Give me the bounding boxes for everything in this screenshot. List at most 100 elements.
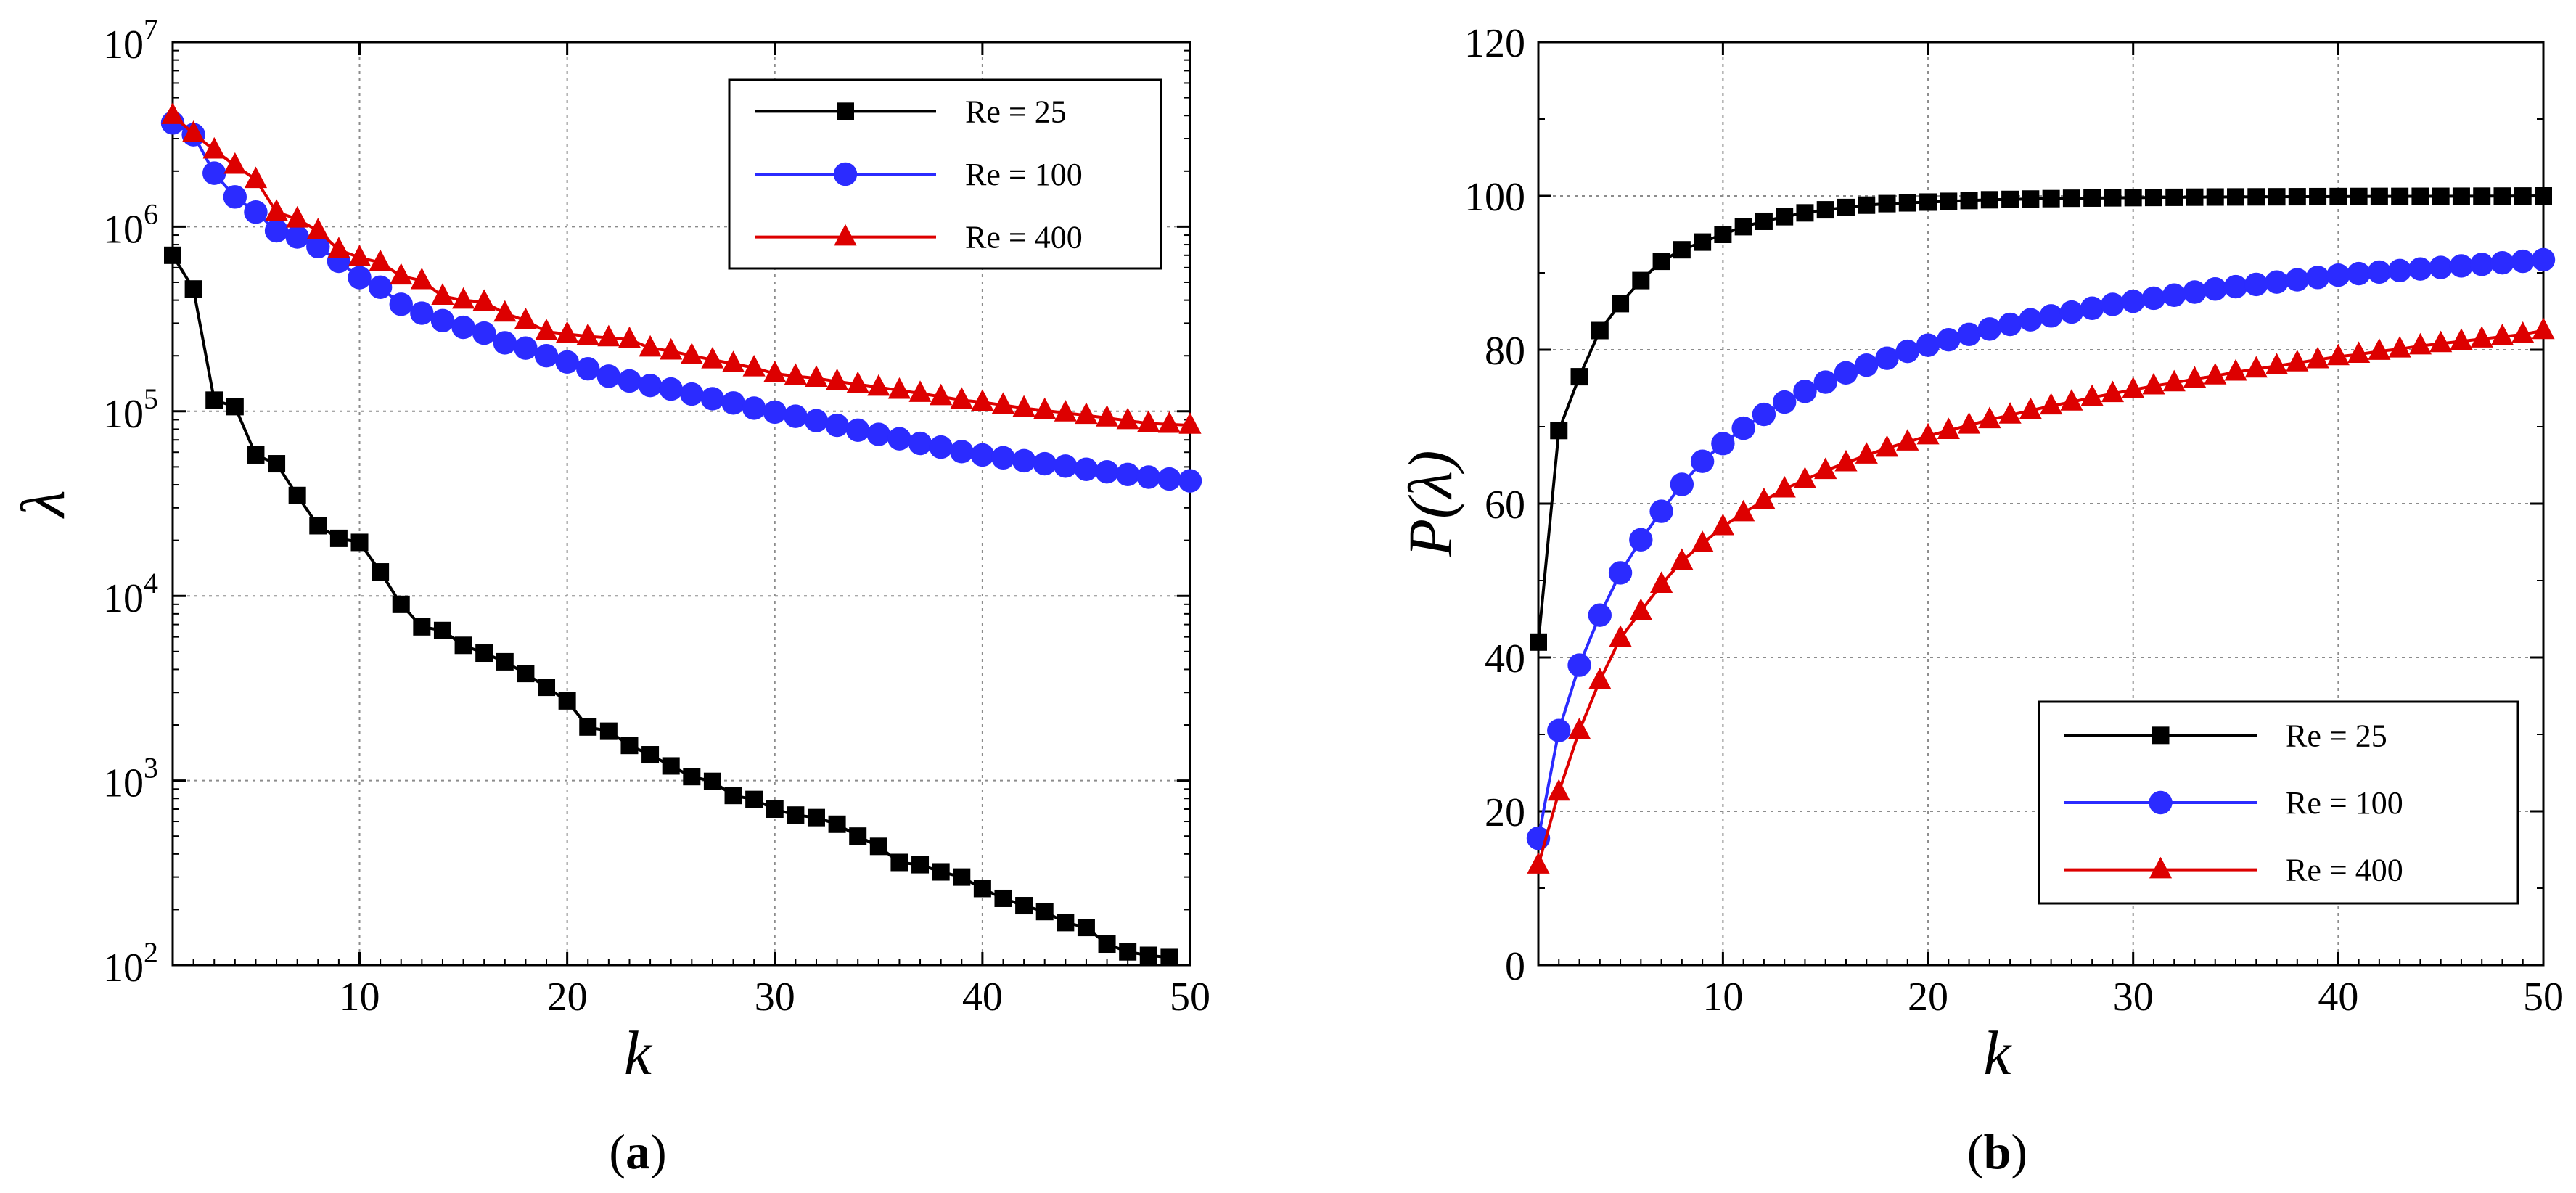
panel-a-series-re-400-point	[265, 199, 288, 221]
panel-b-y-tick-label: 40	[1485, 636, 1525, 681]
panel-b-series-re-100-point	[2059, 300, 2084, 324]
panel-a-series-re-400-point	[784, 363, 807, 385]
panel-b-legend-entry-2: Re = 100	[2064, 785, 2403, 821]
panel-a-series-re-25-point	[1077, 919, 1095, 937]
panel-b-series-re-25-point	[2452, 187, 2470, 205]
panel-a-series-re-400-point	[639, 335, 662, 357]
panel-b-series-re-400-point	[1875, 435, 1899, 457]
panel-a-series-re-25-point	[973, 880, 991, 898]
panel-b-series-re-100-point	[2265, 270, 2289, 294]
panel-b-series-re-25-point	[1755, 212, 1773, 230]
panel-a-series-re-25-point	[454, 636, 472, 655]
panel-a-series-re-25-point	[599, 722, 618, 740]
panel-b-series-re-400-point	[2060, 389, 2083, 411]
panel-b-series-re-100-point	[2367, 260, 2392, 284]
panel-b-series-re-25-point	[1776, 208, 1794, 226]
panel-a-series-re-100-point	[555, 350, 579, 374]
panel-b-series-re-100-point	[2470, 253, 2494, 276]
panel-b-series-re-25-point	[1714, 226, 1732, 243]
panel-b-series-re-100-point	[1567, 653, 1591, 677]
panel-a-series-re-400-point	[535, 319, 558, 340]
panel-a-series-re-400-point	[472, 289, 496, 311]
panel-a-legend: Re = 25 Re = 100 Re = 400	[728, 78, 1162, 270]
panel-a-series-re-25-point	[703, 772, 721, 790]
panel-a-x-tick-label: 30	[755, 975, 795, 1020]
panel-b-series-re-400-point	[1670, 548, 1694, 570]
panel-a-series-re-400-point	[597, 324, 620, 347]
panel-a-series-re-400-point	[556, 321, 579, 343]
panel-b-series-re-100-point	[2223, 274, 2248, 299]
panel-a-series-re-400-point	[763, 360, 787, 382]
panel-b-series-re-100-point	[1875, 346, 1899, 370]
panel-b-series-re-400-point	[2347, 341, 2371, 364]
panel-a-series-re-100-point	[244, 200, 268, 224]
panel-b-series-re-25-point	[2165, 188, 2183, 206]
panel-a-series-re-25-point	[226, 398, 244, 416]
panel-b-series-re-400-point	[2040, 393, 2063, 415]
panel-b-series-re-25-point	[2206, 188, 2224, 206]
panel-b-series-re-400-point	[1814, 457, 1837, 480]
panel-b-y-tick-label: 0	[1505, 944, 1525, 989]
panel-a-series-re-100-point	[618, 369, 641, 393]
panel-b-series-re-100-point	[2101, 292, 2125, 316]
panel-b-series-re-25-point	[1550, 422, 1568, 440]
panel-a-series-re-25-point	[433, 621, 451, 639]
panel-b-series-re-400-point	[1916, 422, 1940, 445]
panel-a-series-re-100-point	[1074, 457, 1099, 481]
panel-b-series-re-100-point	[1629, 528, 1653, 552]
panel-b-series-re-25-point	[1940, 192, 1958, 210]
panel-a-series-re-25-point	[1119, 943, 1137, 961]
panel-a-series-re-25-point	[953, 868, 971, 886]
panel-a-y-tick-label: 106	[103, 197, 158, 252]
panel-a-x-tick-label: 40	[962, 975, 1003, 1020]
panel-b-series-re-400-point	[1547, 779, 1570, 801]
panel-b-legend-entry-1-label: Re = 25	[2286, 718, 2387, 753]
panel-a-series-re-400-point	[1137, 410, 1160, 432]
panel-a-series-re-25-point	[683, 768, 701, 786]
panel-a-series-re-100-point	[742, 396, 766, 420]
panel-a-series-re-25-point	[766, 800, 784, 819]
panel-b-series-re-100-point	[1937, 328, 1961, 352]
panel-a-series-re-400-point	[1075, 402, 1098, 425]
panel-a-series-re-400-point	[1012, 395, 1035, 417]
panel-a-series-re-400-point	[701, 346, 724, 369]
panel-a-series-re-25-point	[309, 517, 327, 535]
panel-a-series-re-400-point	[202, 136, 226, 159]
panel-b-series-re-25-point	[1980, 191, 1998, 209]
panel-b-series-re-100-point	[2305, 266, 2330, 290]
panel-b-series-re-400-point	[2080, 384, 2104, 406]
panel-b-series-re-100-point	[2511, 249, 2535, 274]
panel-a-series-re-400-point	[742, 354, 766, 377]
panel-a-series-re-25-point	[247, 446, 265, 464]
panel-b-series-re-100-point	[1957, 322, 1981, 346]
panel-b-series-re-25-point	[1632, 271, 1650, 290]
panel-b-series-re-25-point	[1837, 198, 1855, 216]
panel-a-series-re-400-point	[576, 323, 599, 345]
panel-b-series-re-100-point	[2347, 261, 2371, 286]
panel-b-series-re-100-point	[1588, 603, 1612, 627]
panel-b-x-tick-label: 40	[2318, 975, 2358, 1020]
panel-b-series-re-25-point	[2104, 189, 2122, 207]
panel-a-series-re-100-point	[700, 387, 725, 411]
panel-a-series-re-400-point	[369, 249, 392, 271]
panel-b-series-re-400-point	[2511, 321, 2535, 343]
panel-a-series-re-100-point	[804, 409, 829, 432]
panel-a-series-re-100-point	[264, 218, 289, 243]
panel-b-series-re-400-point	[1855, 442, 1878, 464]
panel-a-series-re-400-point	[244, 166, 268, 189]
panel-b-series-re-400-point	[1588, 667, 1612, 689]
panel-b-y-tick-label: 100	[1464, 175, 1525, 220]
panel-b-series-re-400-point	[2142, 372, 2165, 395]
panel-b-series-re-25-point	[2062, 189, 2080, 208]
panel-a-series-re-100-point	[659, 377, 683, 401]
panel-a-series-re-25-point	[745, 790, 763, 808]
panel-b-x-tick-label: 20	[1908, 975, 1948, 1020]
panel-a-series-re-400-point	[887, 377, 911, 399]
panel-a-series-re-100-point	[721, 391, 745, 415]
panel-a-legend-entry-3-swatch-marker	[834, 224, 857, 246]
panel-a-series-re-100-point	[223, 185, 247, 209]
panel-b-series-re-25-point	[2268, 188, 2286, 206]
panel-b-series-re-100-point	[2141, 286, 2166, 311]
